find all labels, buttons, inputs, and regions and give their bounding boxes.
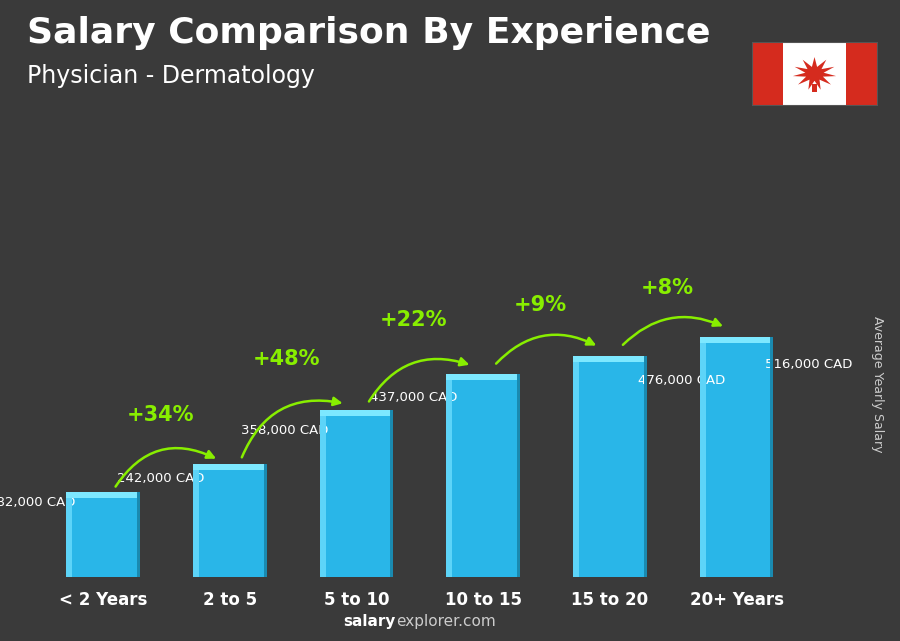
Polygon shape: [793, 57, 836, 90]
Bar: [264, 465, 266, 577]
Text: 2 to 5: 2 to 5: [202, 591, 256, 610]
Bar: [446, 374, 520, 379]
Bar: [644, 356, 647, 577]
Bar: [320, 410, 393, 577]
Bar: [137, 492, 139, 577]
Text: 10 to 15: 10 to 15: [445, 591, 522, 610]
Bar: [700, 337, 773, 343]
Text: salary: salary: [344, 615, 396, 629]
Bar: [193, 465, 266, 577]
Bar: [573, 356, 647, 577]
Bar: [812, 85, 817, 92]
Bar: [320, 410, 393, 417]
Text: 516,000 CAD: 516,000 CAD: [764, 358, 852, 370]
Bar: [517, 374, 520, 577]
Bar: [320, 410, 326, 577]
Text: 5 to 10: 5 to 10: [324, 591, 389, 610]
Text: +34%: +34%: [126, 405, 194, 425]
Bar: [193, 465, 266, 470]
Bar: [193, 465, 199, 577]
Bar: [446, 374, 453, 577]
Text: +22%: +22%: [380, 310, 447, 329]
Text: +48%: +48%: [253, 349, 320, 369]
Text: Average Yearly Salary: Average Yearly Salary: [871, 317, 884, 453]
Text: 182,000 CAD: 182,000 CAD: [0, 496, 76, 509]
Text: +8%: +8%: [641, 278, 693, 297]
Bar: [573, 356, 647, 362]
Text: Salary Comparison By Experience: Salary Comparison By Experience: [27, 16, 710, 50]
Bar: [446, 374, 520, 577]
Text: 476,000 CAD: 476,000 CAD: [638, 374, 725, 387]
Bar: [700, 337, 706, 577]
Text: < 2 Years: < 2 Years: [58, 591, 148, 610]
Bar: [700, 337, 773, 577]
Bar: [846, 42, 878, 106]
Bar: [67, 492, 140, 498]
Bar: [67, 492, 140, 577]
Text: Physician - Dermatology: Physician - Dermatology: [27, 64, 315, 88]
Text: 358,000 CAD: 358,000 CAD: [241, 424, 328, 437]
Text: explorer.com: explorer.com: [396, 615, 496, 629]
Text: 242,000 CAD: 242,000 CAD: [117, 472, 204, 485]
Text: 437,000 CAD: 437,000 CAD: [371, 391, 458, 404]
Bar: [573, 356, 579, 577]
Text: +9%: +9%: [514, 295, 567, 315]
Bar: [752, 42, 783, 106]
Bar: [67, 492, 72, 577]
Text: 20+ Years: 20+ Years: [689, 591, 784, 610]
Bar: [391, 410, 393, 577]
Text: 15 to 20: 15 to 20: [572, 591, 649, 610]
Bar: [770, 337, 773, 577]
